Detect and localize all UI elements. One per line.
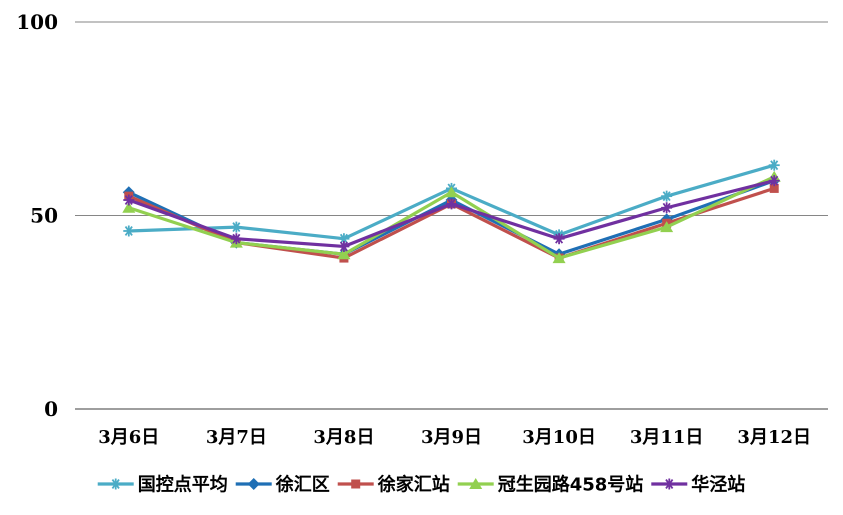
data-point-marker	[660, 221, 674, 233]
y-tick-label: 50	[30, 204, 58, 228]
data-point-marker	[768, 159, 780, 171]
data-point-marker	[768, 175, 780, 187]
data-point-marker	[445, 186, 458, 198]
data-point-marker	[553, 233, 565, 245]
data-point-marker	[338, 240, 350, 252]
legend-item: 华泾站	[651, 474, 745, 496]
x-tick-label: 3月7日	[206, 427, 267, 448]
data-point-marker	[338, 233, 350, 245]
legend-swatch-marker	[110, 478, 122, 490]
x-tick-label: 3月8日	[313, 427, 374, 448]
legend-label: 徐家汇站	[377, 474, 450, 496]
data-point-marker	[230, 233, 242, 245]
x-tick-label: 3月12日	[737, 427, 811, 448]
x-tick-label: 3月10日	[522, 427, 596, 448]
legend-item: 徐汇区	[235, 474, 330, 496]
legend-item: 国控点平均	[97, 474, 228, 496]
data-point-marker	[337, 248, 351, 260]
legend-label: 华泾站	[691, 474, 745, 496]
legend-swatch-marker	[247, 478, 260, 490]
legend-item: 冠生园路458号站	[457, 474, 644, 496]
data-point-marker	[661, 190, 673, 202]
y-tick-label: 100	[16, 10, 58, 34]
data-point-marker	[769, 183, 779, 193]
y-tick-label: 0	[44, 397, 58, 421]
data-point-marker	[552, 252, 566, 264]
data-point-marker	[230, 221, 242, 233]
legend-swatch-marker	[469, 478, 483, 489]
data-point-marker	[122, 201, 136, 213]
x-tick-label: 3月11日	[630, 427, 704, 448]
data-point-marker	[123, 225, 135, 237]
legend-swatch-marker	[663, 478, 675, 490]
legend-item: 徐家汇站	[337, 474, 450, 496]
legend-label: 徐汇区	[275, 474, 330, 496]
legend: 国控点平均 徐汇区 徐家汇站 冠生园路458号站 华泾站	[97, 474, 745, 496]
legend-label: 冠生园路458号站	[498, 474, 644, 496]
x-tick-label: 3月6日	[98, 427, 159, 448]
x-tick-label: 3月9日	[421, 427, 482, 448]
data-point-marker	[446, 198, 457, 210]
legend-label: 国控点平均	[138, 474, 228, 496]
data-point-marker	[661, 202, 673, 214]
legend-swatch-marker	[351, 479, 361, 489]
data-point-marker	[123, 194, 135, 206]
